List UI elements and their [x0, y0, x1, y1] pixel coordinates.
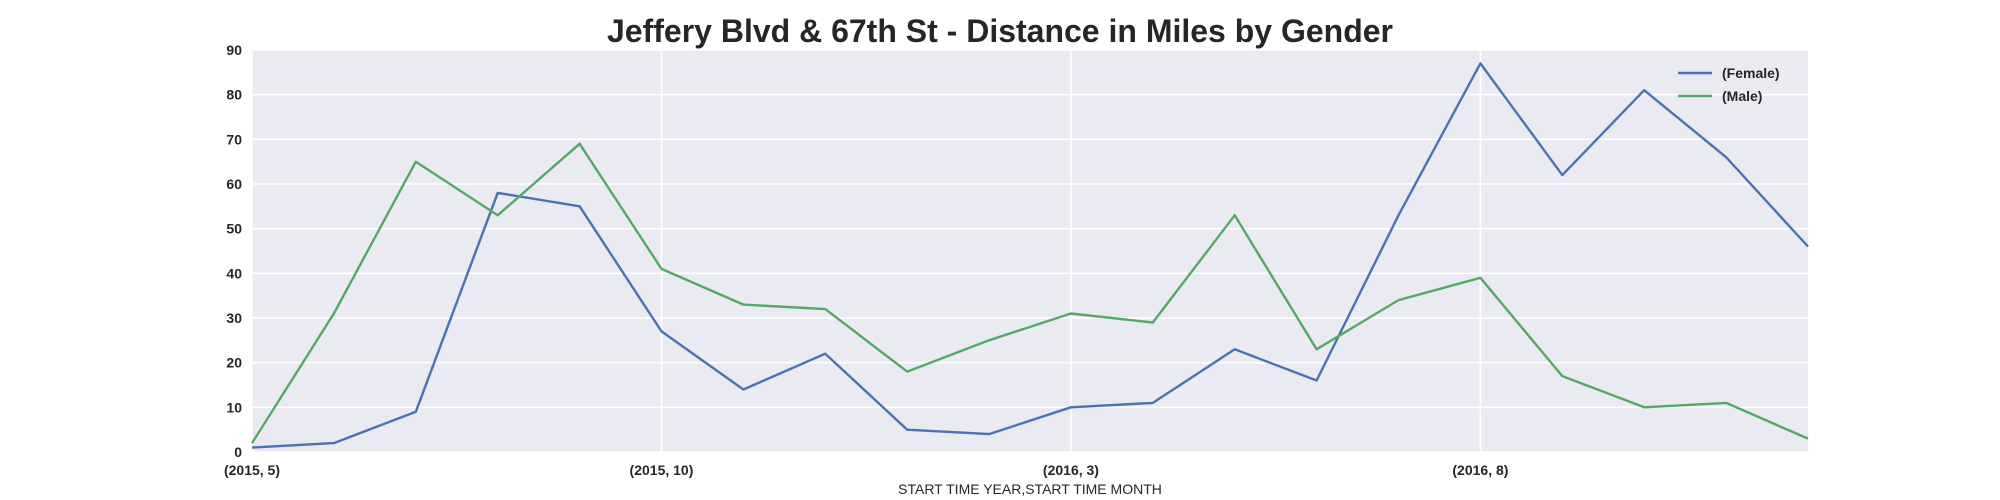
y-tick-label: 50: [226, 221, 242, 237]
y-tick-label: 20: [226, 355, 242, 371]
legend: (Female) (Male): [1678, 65, 1780, 104]
y-axis-ticks: 0 10 20 30 40 50 60 70 80 90: [226, 42, 242, 460]
x-tick-label: (2015, 10): [630, 462, 694, 478]
y-tick-label: 0: [234, 444, 242, 460]
y-tick-label: 60: [226, 176, 242, 192]
x-tick-label: (2016, 8): [1452, 462, 1508, 478]
series-line-female: [251, 62, 1809, 449]
x-tick-label: (2016, 3): [1043, 462, 1099, 478]
y-tick-label: 90: [226, 42, 242, 58]
y-tick-label: 10: [226, 399, 242, 415]
series-line-male: [250, 142, 1809, 444]
y-tick-label: 70: [226, 131, 242, 147]
x-axis-ticks: (2015, 5) (2015, 10) (2016, 3) (2016, 8): [224, 462, 1508, 478]
y-tick-label: 80: [226, 87, 242, 103]
legend-label: (Male): [1722, 88, 1762, 104]
y-tick-label: 30: [226, 310, 242, 326]
legend-label: (Female): [1722, 65, 1780, 81]
y-tick-label: 40: [226, 265, 242, 281]
x-axis-label: START TIME YEAR,START TIME MONTH: [898, 481, 1162, 497]
chart-title: Jeffery Blvd & 67th St - Distance in Mil…: [607, 13, 1393, 49]
series-lines: [250, 62, 1809, 449]
x-tick-label: (2015, 5): [224, 462, 280, 478]
plot-area: [252, 50, 1808, 452]
grid-lines: [251, 49, 1808, 453]
